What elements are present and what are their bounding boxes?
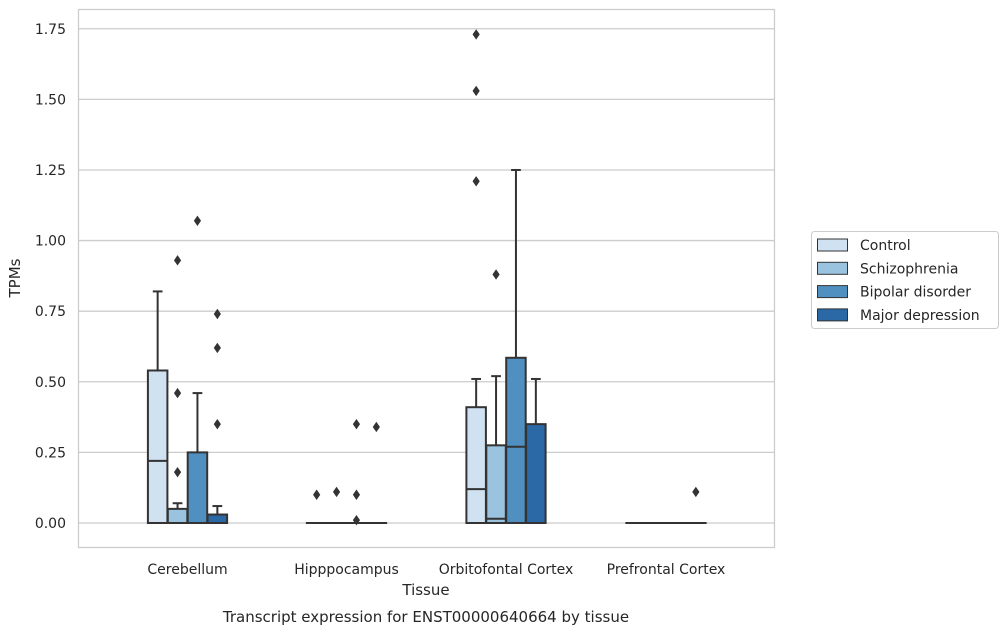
outlier-point [332, 486, 341, 498]
legend-frame [811, 231, 999, 329]
y-tick-label: 0.50 [35, 375, 66, 391]
legend-swatch [817, 261, 848, 275]
legend-swatch [817, 308, 848, 322]
box-body [166, 507, 189, 524]
x-tick-label: Hipppocampus [294, 562, 399, 578]
box-plot-element [186, 215, 209, 524]
grid-layer [78, 28, 774, 524]
box-body [206, 513, 229, 524]
y-axis-ticks: 0.00 0.25 0.50 0.75 1.00 1.25 1.50 1.75 [35, 22, 66, 532]
legend-label: Schizophrenia [860, 261, 958, 277]
box-body [465, 406, 487, 524]
box-plot-element [485, 269, 507, 524]
legend-label: Major depression [860, 308, 980, 324]
legend-items: Control Schizophrenia Bipolar disorder Majo… [817, 238, 980, 324]
y-tick-label: 1.00 [35, 234, 66, 250]
legend-swatch [817, 285, 848, 299]
box-plot-element [305, 489, 328, 525]
outlier-point [213, 342, 221, 354]
y-axis-title: TPMs [6, 258, 24, 298]
outlier-point [352, 418, 361, 430]
y-tick-label: 1.50 [35, 92, 66, 108]
box-plot-element [365, 421, 388, 525]
box-plot-element [505, 168, 527, 524]
box-body [186, 451, 209, 524]
outlier-point [352, 514, 361, 526]
box-plot-element [685, 486, 707, 525]
y-tick-label: 0.00 [35, 516, 66, 532]
x-tick-label: Cerebellum [147, 562, 227, 578]
y-tick-label: 0.25 [35, 445, 66, 461]
outlier-point [213, 308, 221, 320]
outlier-point [173, 255, 182, 266]
box-body [505, 356, 527, 524]
outlier-point [313, 489, 321, 500]
legend-label: Control [860, 238, 911, 254]
y-tick-label: 0.75 [35, 304, 66, 320]
plot-frame [77, 8, 776, 549]
chart-caption: Transcript expression for ENST0000064066… [222, 608, 629, 626]
outlier-point [173, 466, 182, 478]
outlier-point [352, 489, 361, 500]
outlier-point [173, 387, 182, 399]
legend: Control Schizophrenia Bipolar disorder Majo… [811, 231, 999, 329]
y-tick-label: 1.25 [35, 163, 66, 179]
outlier-point [472, 29, 480, 40]
box-body [525, 423, 547, 524]
box-layer [146, 29, 707, 526]
box-plot-element [345, 418, 368, 526]
box-body [146, 369, 169, 524]
box-plot-element [206, 308, 229, 524]
outlier-point [492, 269, 500, 280]
x-axis-title: Tissue [401, 581, 449, 599]
box-plot-element [525, 377, 547, 524]
legend-swatch [817, 238, 848, 252]
outlier-point [193, 215, 202, 227]
x-axis-ticks: Cerebellum Hipppocampus Orbitofontal Corte… [147, 562, 725, 578]
outlier-point [372, 421, 380, 433]
box-plot-element [465, 29, 487, 524]
box-body [485, 444, 507, 524]
outlier-point [213, 418, 221, 430]
y-tick-label: 1.75 [35, 22, 66, 38]
outlier-point [472, 85, 480, 97]
outlier-point [472, 176, 480, 187]
x-tick-label: Prefrontal Cortex [607, 562, 726, 578]
outlier-point [692, 486, 700, 498]
legend-label: Bipolar disorder [860, 285, 971, 301]
box-plot-element [166, 255, 189, 524]
x-tick-label: Orbitofontal Cortex [439, 562, 574, 578]
box-plot-element [146, 290, 169, 524]
box-plot-element [325, 486, 348, 525]
